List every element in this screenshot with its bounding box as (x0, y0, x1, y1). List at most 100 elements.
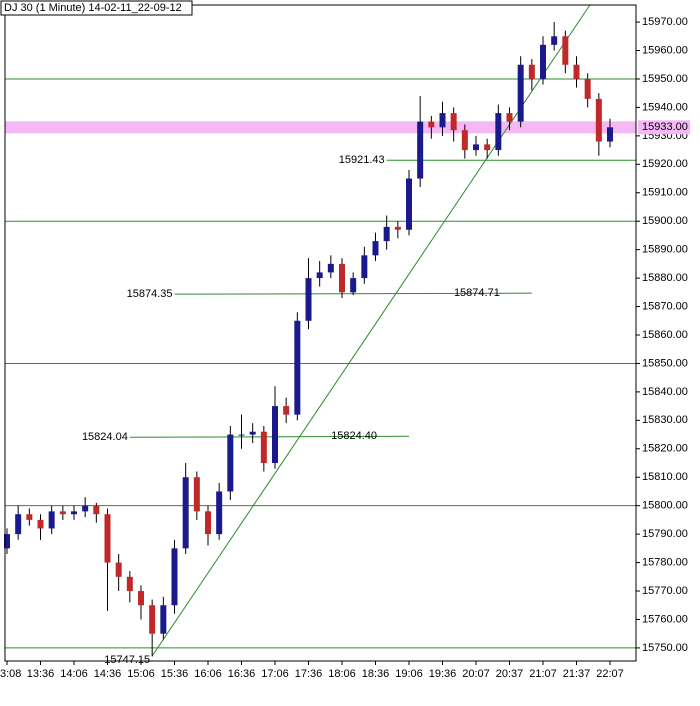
candle-body (383, 226, 390, 242)
x-tick-label: 13:36 (27, 668, 55, 680)
candle-body (149, 605, 156, 634)
candle-body (37, 519, 44, 529)
candle-body (584, 78, 591, 99)
y-tick-label: 15760.00 (642, 613, 688, 625)
x-tick-label: 20:07 (462, 668, 490, 680)
y-tick-label: 15830.00 (642, 414, 688, 426)
candle-body (227, 434, 234, 492)
candle-body (473, 144, 479, 151)
candle-body (528, 64, 535, 79)
candle-body (93, 505, 100, 515)
candle-body (305, 278, 312, 321)
x-tick-label: 15:36 (161, 668, 189, 680)
x-tick-label: 19:06 (395, 668, 423, 680)
candle-body (126, 576, 133, 592)
candle-body (71, 511, 77, 515)
level-label: 15921.43 (339, 154, 385, 166)
candle-body (484, 144, 491, 151)
level-label: 15874.35 (127, 288, 173, 300)
candle-body (272, 406, 278, 464)
x-tick-label: 15:06 (127, 668, 155, 680)
x-tick-label: 14:36 (94, 668, 122, 680)
x-tick-label: 19:36 (429, 668, 457, 680)
x-tick-label: 3:08 (0, 668, 21, 680)
level-label: 15824.04 (82, 431, 128, 443)
x-tick-label: 20:37 (496, 668, 524, 680)
plot-frame (4, 4, 637, 662)
highlight-label: 15933.00 (642, 121, 688, 133)
candle-body (361, 255, 368, 279)
candle-body (394, 226, 401, 230)
y-tick-label: 15890.00 (642, 244, 688, 256)
y-tick-label: 15780.00 (642, 556, 688, 568)
level-line (129, 435, 410, 438)
y-tick-label: 15940.00 (642, 101, 688, 113)
candle-body (461, 130, 468, 151)
x-tick-label: 17:36 (295, 668, 323, 680)
y-tick-label: 15790.00 (642, 528, 688, 540)
y-tick-label: 15800.00 (642, 500, 688, 512)
candle-body (104, 514, 111, 563)
candle-body (216, 491, 223, 535)
y-tick-label: 15840.00 (642, 386, 688, 398)
candle-body (506, 113, 513, 122)
candle-body (316, 272, 323, 279)
y-tick-label: 15880.00 (642, 272, 688, 284)
candle-body (283, 406, 290, 415)
y-tick-label: 15810.00 (642, 471, 688, 483)
candle-body (595, 98, 602, 142)
candle-body (238, 434, 245, 436)
candle-body (115, 562, 122, 577)
candle-body (517, 64, 524, 122)
candle-body (339, 263, 345, 293)
candle-body (82, 505, 89, 512)
y-tick-label: 15920.00 (642, 158, 688, 170)
candle-body (249, 431, 256, 435)
candle-body (182, 477, 189, 549)
chart-title: DJ 30 (1 Minute) 14-02-11_22-09-12 (4, 2, 182, 14)
candle-body (160, 605, 167, 634)
candle-body (59, 511, 66, 515)
candle-body (406, 178, 412, 230)
y-tick-label: 15950.00 (642, 73, 688, 85)
x-tick-label: 21:37 (563, 668, 591, 680)
candle-body (193, 477, 200, 512)
y-tick-label: 15770.00 (642, 585, 688, 597)
candle-body (607, 127, 613, 142)
level-label: 15874.71 (454, 287, 500, 299)
x-tick-label: 16:36 (228, 668, 256, 680)
candle-body (495, 113, 502, 151)
x-tick-label: 18:06 (328, 668, 356, 680)
y-tick-label: 15910.00 (642, 187, 688, 199)
x-tick-label: 22:07 (596, 668, 624, 680)
y-tick-label: 15970.00 (642, 16, 688, 28)
candle-body (260, 431, 267, 464)
candle-body (350, 278, 357, 293)
y-tick-label: 15820.00 (642, 443, 688, 455)
y-tick-label: 15850.00 (642, 357, 688, 369)
candle-body (439, 113, 446, 128)
highlight-band (5, 121, 636, 134)
candle-body (15, 514, 22, 535)
candle-body (372, 241, 379, 256)
trend-line (151, 4, 591, 657)
y-tick-label: 15960.00 (642, 44, 688, 56)
candle-body (428, 121, 435, 128)
x-tick-label: 18:36 (362, 668, 390, 680)
candle-body (417, 121, 424, 179)
candle-body (48, 511, 55, 529)
candle-body (573, 64, 580, 79)
candle-body (294, 320, 301, 415)
y-tick-label: 15750.00 (642, 642, 688, 654)
level-label: 15824.40 (331, 430, 377, 442)
candle-body (138, 591, 144, 606)
candle-body (551, 36, 558, 45)
candle-body (540, 44, 546, 79)
candle-body (4, 534, 10, 549)
y-tick-label: 15860.00 (642, 329, 688, 341)
y-tick-label: 15870.00 (642, 300, 688, 312)
x-tick-label: 16:06 (194, 668, 222, 680)
highlight-label-bg (638, 120, 690, 135)
